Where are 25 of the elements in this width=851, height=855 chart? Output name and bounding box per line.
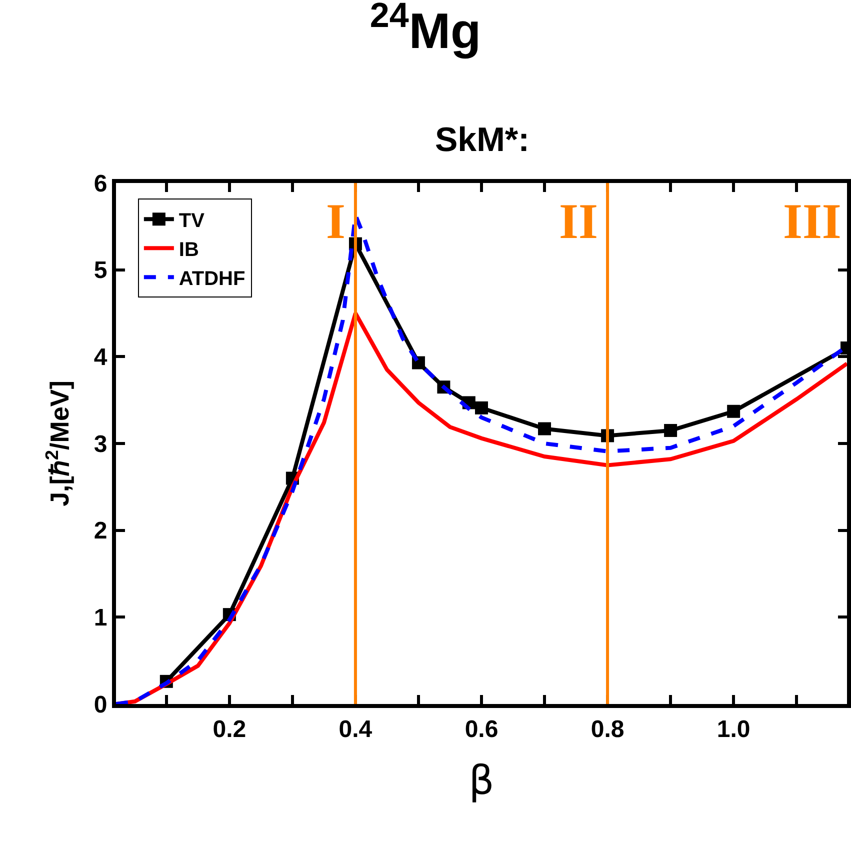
legend-label: ATDHF xyxy=(178,268,246,290)
ref-line-label: I xyxy=(326,193,346,249)
x-tick-label: 0.4 xyxy=(338,716,373,743)
point xyxy=(727,404,740,418)
ref-line-label: II xyxy=(559,193,598,249)
x-tick-label: 1.0 xyxy=(716,716,750,743)
annotation: III xyxy=(783,193,842,249)
chart-title: $^{24}$Mg xyxy=(370,0,482,59)
point xyxy=(538,422,552,436)
x-tick-label: 0.8 xyxy=(590,716,624,743)
y-tick-label: 5 xyxy=(94,257,108,284)
x-axis-title: β xyxy=(468,758,494,804)
y-tick-label: 6 xyxy=(94,170,108,198)
chart-subtitle: SkM*: xyxy=(435,121,530,159)
x-tick-label: 0.2 xyxy=(212,716,246,743)
y-tick-label: 3 xyxy=(94,430,108,458)
y-tick-label: 4 xyxy=(94,344,108,372)
y-tick-label: 1 xyxy=(94,604,108,632)
legend-label: TV xyxy=(178,210,206,232)
y-tick-label: 2 xyxy=(94,518,108,545)
y-tick-label: 0 xyxy=(94,691,108,718)
point xyxy=(475,401,488,414)
x-tick-label: 0.6 xyxy=(464,716,498,743)
legend-label: IB xyxy=(178,238,199,261)
point xyxy=(664,424,678,437)
